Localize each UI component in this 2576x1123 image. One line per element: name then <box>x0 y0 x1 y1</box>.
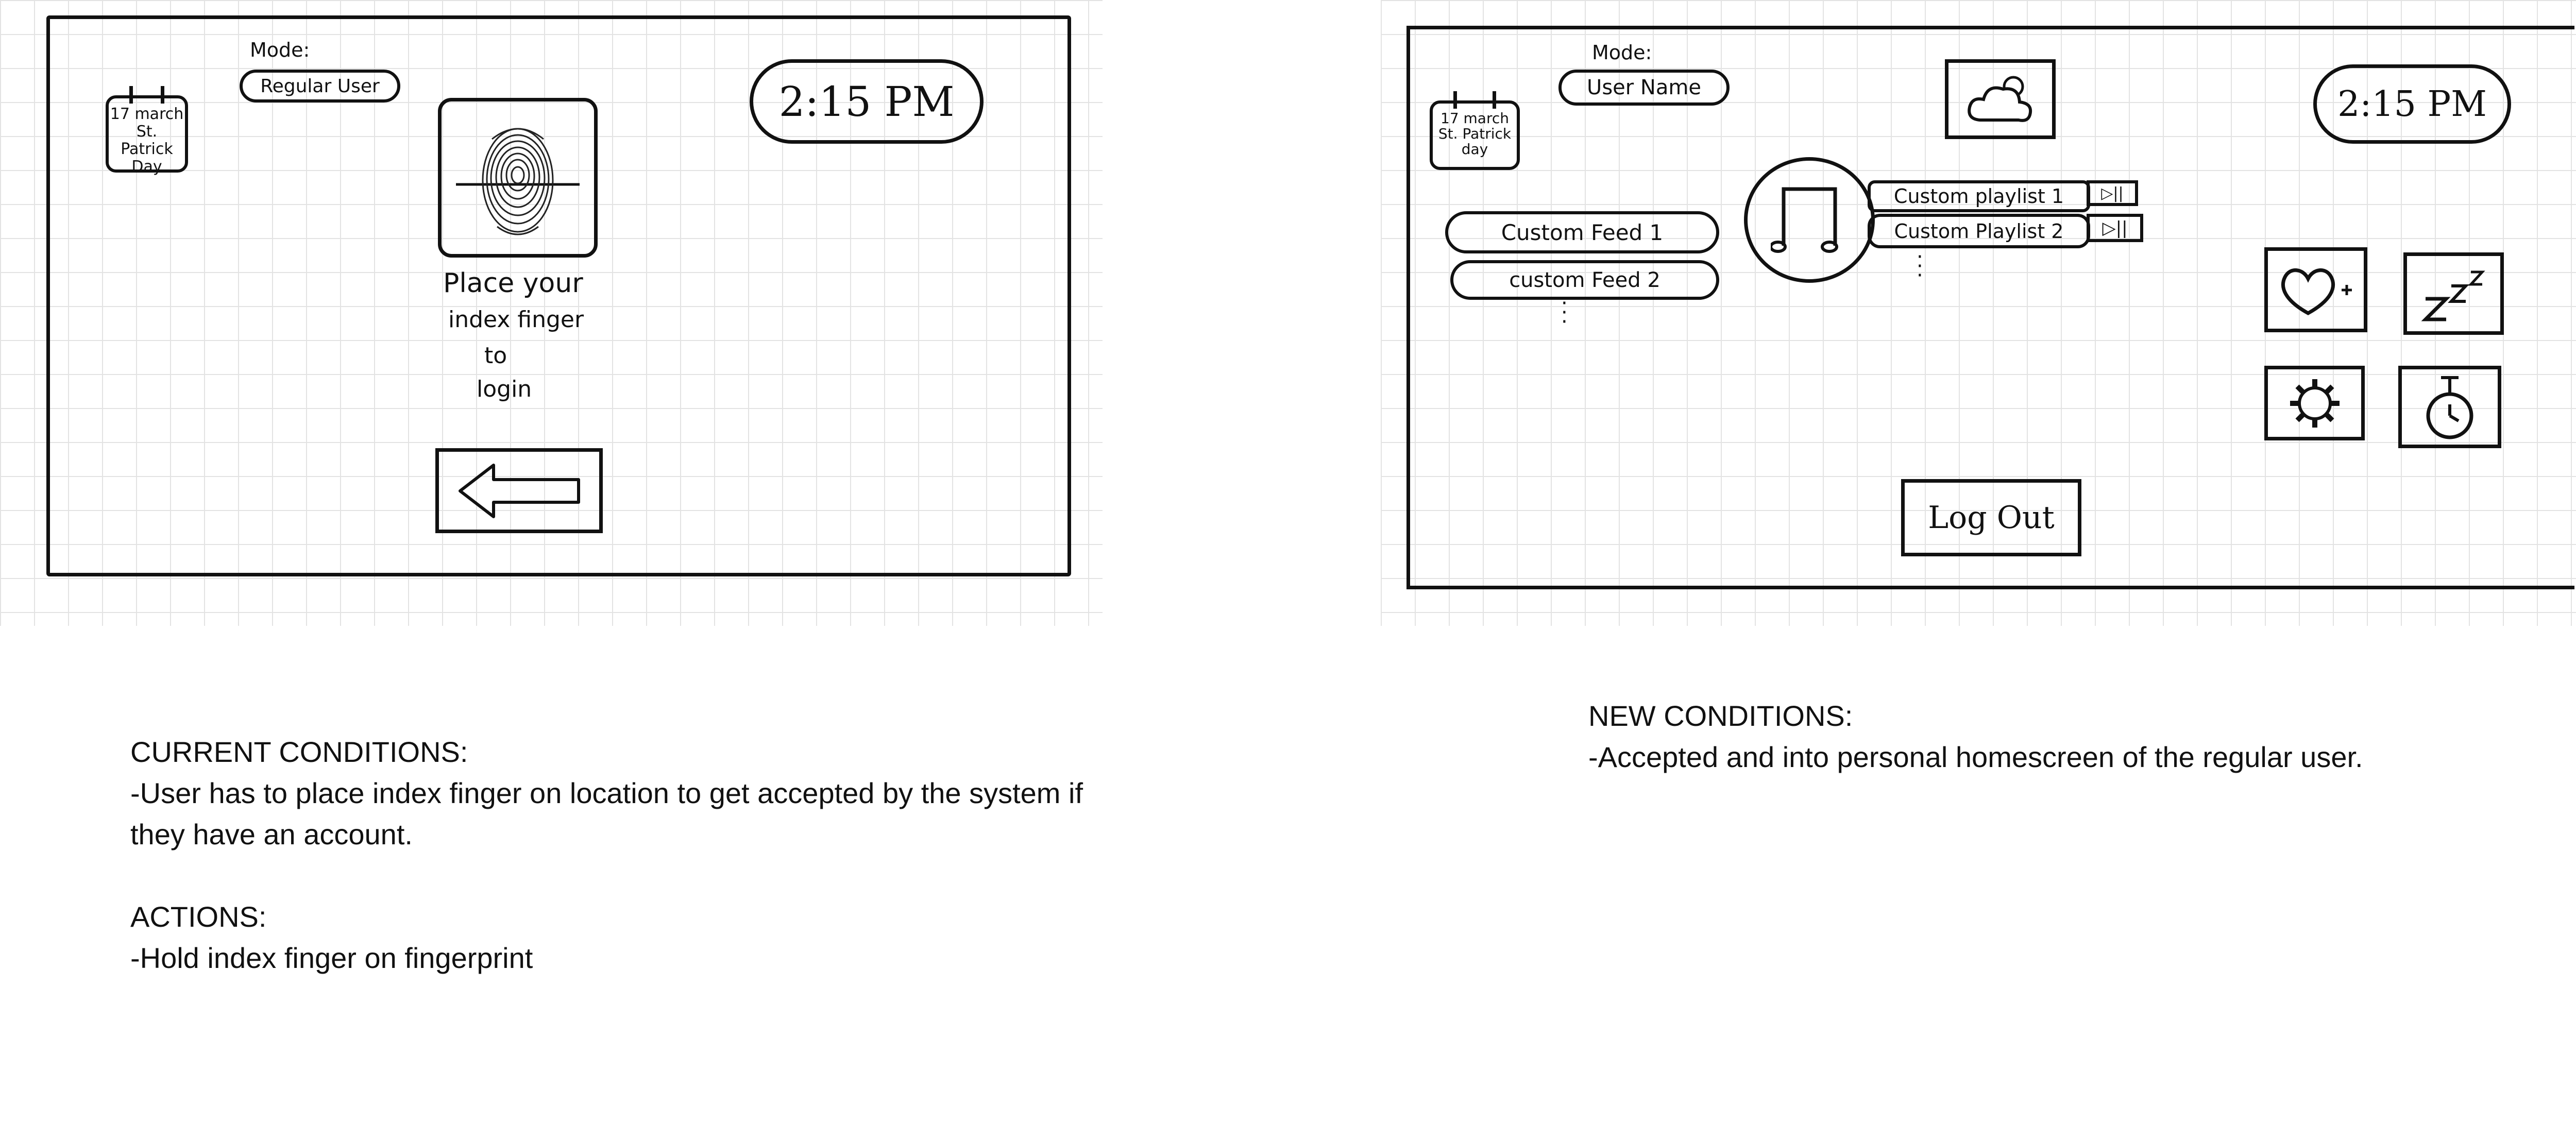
calendar-event: St. Patrick <box>121 123 173 158</box>
favorite-add-button[interactable] <box>2264 247 2367 332</box>
user-name: User Name <box>1587 76 1701 99</box>
logout-label: Log Out <box>1928 500 2055 536</box>
playlist-2-play-pause-button[interactable]: ▷|| <box>2087 214 2143 242</box>
gear-icon <box>2290 379 2340 428</box>
timer-button[interactable] <box>2398 366 2501 448</box>
calendar-event-day: day <box>1461 141 1488 158</box>
new-conditions-line1: -Accepted and into personal homescreen o… <box>1588 741 2363 773</box>
actions-title: ACTIONS: <box>130 900 267 933</box>
actions-line1: -Hold index finger on fingerprint <box>130 942 533 974</box>
arrow-left-icon <box>458 463 580 518</box>
home-screen <box>1406 26 2574 589</box>
new-conditions-title: NEW CONDITIONS: <box>1588 700 1853 732</box>
settings-button[interactable] <box>2264 366 2365 440</box>
calendar-widget[interactable]: 17 march St. Patrick day <box>1430 91 1520 170</box>
calendar-event: St. Patrick <box>1438 125 1512 142</box>
calendar-widget[interactable]: 17 march St. Patrick Day <box>106 86 188 176</box>
stopwatch-icon <box>2426 376 2473 439</box>
calendar-event-day: Day <box>131 158 162 176</box>
mode-label: Mode: <box>1592 41 1652 64</box>
login-instruction-line1: Place your <box>443 268 583 299</box>
fingerprint-icon <box>456 128 580 235</box>
fingerprint-scanner[interactable] <box>438 98 598 258</box>
clock-time: 2:15 PM <box>778 77 955 126</box>
sleep-zzz-icon <box>2421 270 2485 321</box>
calendar-date: 17 march <box>110 105 184 123</box>
playlist-item-2[interactable]: Custom Playlist 2 <box>1868 214 2090 248</box>
login-instruction-line3: to <box>484 343 507 369</box>
clock-display: 2:15 PM <box>2313 64 2511 144</box>
mode-badge[interactable]: Regular User <box>240 70 400 103</box>
play-pause-icon: ▷|| <box>2102 217 2128 239</box>
clock-display: 2:15 PM <box>750 59 984 144</box>
playlist-label: Custom playlist 1 <box>1893 185 2064 208</box>
logout-button[interactable]: Log Out <box>1901 479 2081 556</box>
back-button[interactable] <box>435 448 603 533</box>
playlist-label: Custom Playlist 2 <box>1894 219 2064 243</box>
playlist-more-indicator: · · · <box>1917 245 1923 287</box>
current-conditions-title: CURRENT CONDITIONS: <box>130 736 468 768</box>
feed-item-2[interactable]: custom Feed 2 <box>1450 260 1719 300</box>
play-pause-icon: ▷|| <box>2101 184 2124 202</box>
sleep-button[interactable] <box>2403 252 2504 335</box>
mode-label: Mode: <box>250 39 310 61</box>
calendar-date: 17 march <box>1440 110 1509 127</box>
playlist-item-1[interactable]: Custom playlist 1 <box>1868 180 2090 212</box>
login-instruction-line2: index finger <box>448 307 584 333</box>
user-name-badge[interactable]: User Name <box>1558 70 1730 106</box>
weather-widget[interactable] <box>1945 59 2056 139</box>
feed-label: Custom Feed 1 <box>1501 219 1664 245</box>
feed-more-indicator: · · · <box>1561 292 1568 334</box>
heart-plus-icon <box>2281 268 2352 315</box>
music-note-icon <box>1771 187 1838 253</box>
current-conditions-line2: they have an account. <box>130 818 413 850</box>
mode-value: Regular User <box>260 75 380 97</box>
playlist-1-play-pause-button[interactable]: ▷|| <box>2087 180 2138 206</box>
music-player-button[interactable] <box>1744 157 1875 283</box>
login-instruction-line4: login <box>477 376 532 402</box>
feed-item-1[interactable]: Custom Feed 1 <box>1445 211 1719 253</box>
weather-cloud-sun-icon <box>1967 76 2032 122</box>
feed-label: custom Feed 2 <box>1509 268 1660 292</box>
clock-time: 2:15 PM <box>2337 83 2487 125</box>
current-conditions-line1: -User has to place index finger on locat… <box>130 777 1083 809</box>
login-screen <box>46 15 1071 576</box>
